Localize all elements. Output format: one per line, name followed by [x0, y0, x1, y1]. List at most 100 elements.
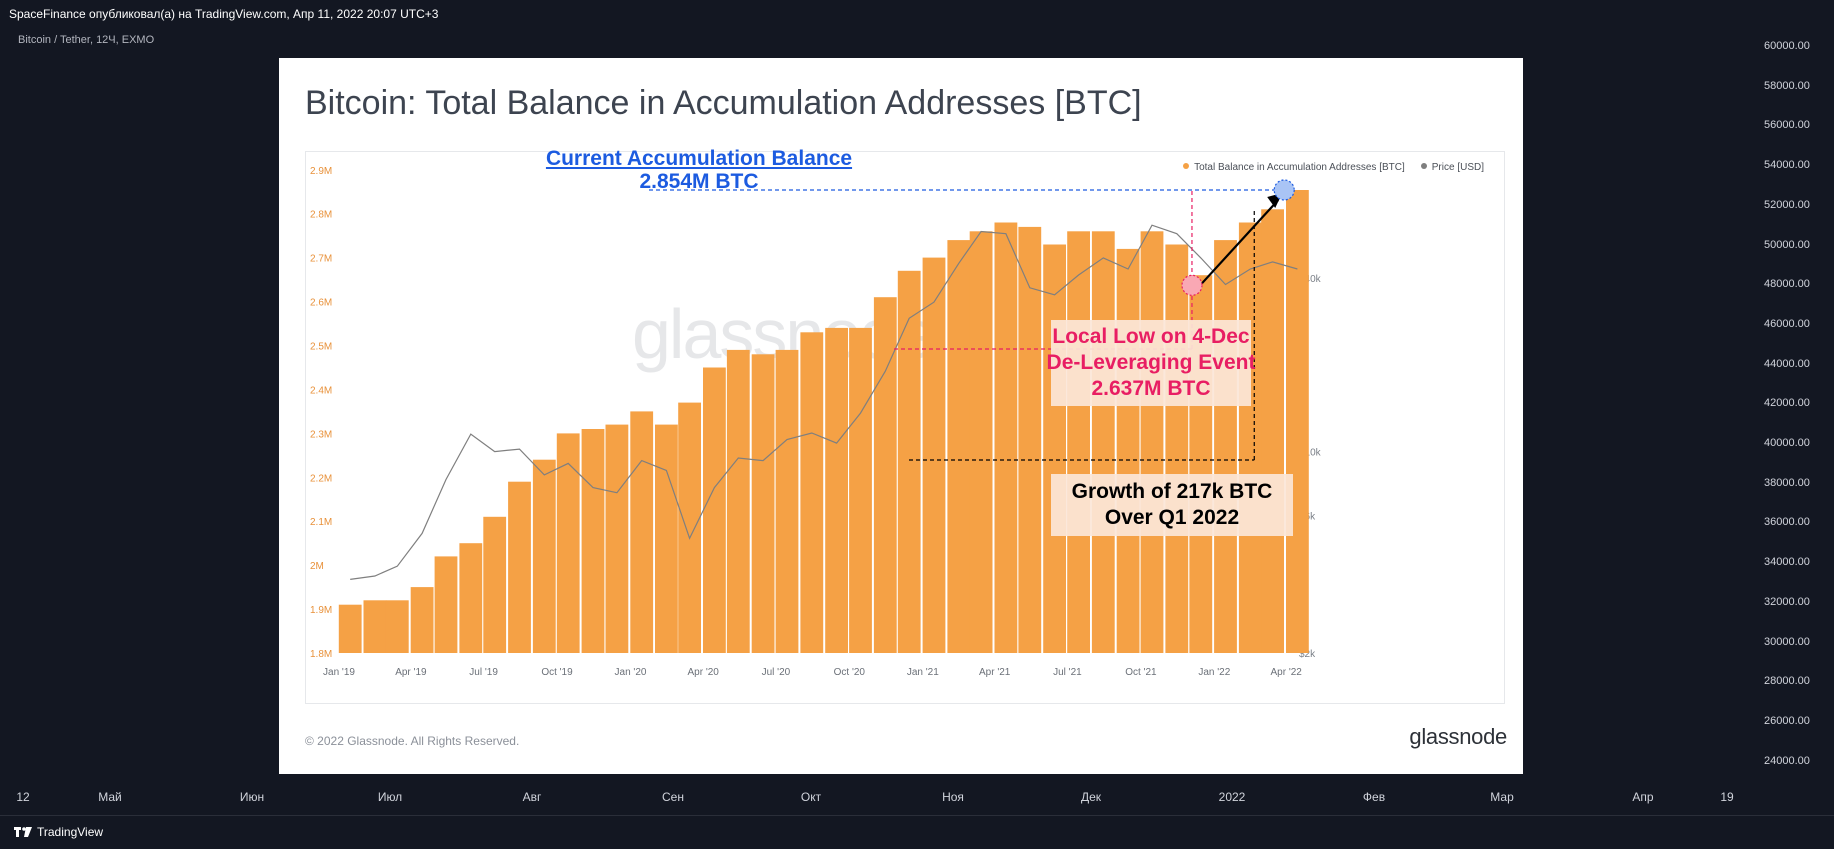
price-scale-label: 24000.00	[1764, 754, 1810, 767]
local-low-annotation: Local Low on 4-Dec De-Leveraging Event 2…	[1036, 324, 1266, 402]
time-scale-label: Ноя	[942, 790, 964, 804]
x-axis-tick-label: Jan '22	[1198, 667, 1230, 678]
bar	[726, 349, 750, 653]
price-scale-label: 52000.00	[1764, 198, 1810, 211]
bar	[655, 424, 678, 653]
bar	[1140, 231, 1164, 654]
x-axis-tick-label: Apr '21	[979, 667, 1011, 678]
bar	[775, 349, 799, 653]
bar	[1067, 231, 1090, 654]
low-line-1: Local Low on 4-Dec	[1052, 325, 1250, 348]
legend-item-balance: Total Balance in Accumulation Addresses …	[1183, 162, 1405, 173]
bar	[338, 604, 362, 653]
time-scale-label: 2022	[1218, 790, 1246, 804]
bar	[1261, 209, 1284, 654]
bar	[1214, 240, 1237, 653]
current-balance-title: Current Accumulation Balance	[545, 147, 853, 170]
symbol-label: Bitcoin / Tether, 12Ч, EXMO	[18, 34, 155, 46]
low-line-3: 2.637M BTC	[1091, 377, 1211, 400]
bar	[1116, 248, 1140, 653]
price-scale-label: 38000.00	[1764, 476, 1810, 489]
growth-arrow	[1201, 199, 1280, 285]
time-scale-label: Июл	[377, 790, 403, 804]
legend-label-balance: Total Balance in Accumulation Addresses …	[1194, 162, 1405, 173]
x-axis-tick-label: Oct '21	[1125, 667, 1157, 678]
x-axis-tick-label: Jul '19	[469, 667, 498, 678]
bar	[922, 257, 946, 653]
legend-dot-balance	[1183, 163, 1190, 169]
price-scale-label: 32000.00	[1764, 595, 1810, 608]
x-axis-tick-label: Jan '20	[615, 667, 647, 678]
x-axis-tick-label: Apr '22	[1271, 667, 1303, 678]
bar	[1091, 231, 1115, 654]
x-axis-tick-label: Apr '19	[395, 667, 427, 678]
y-axis-tick-label: 2.6M	[310, 298, 332, 309]
bar	[969, 231, 993, 654]
price-scale-label: 30000.00	[1764, 635, 1810, 648]
y2-axis-tick-label: $10k	[1299, 448, 1322, 459]
local-low-marker	[1181, 274, 1203, 296]
y-axis-tick-label: 2.3M	[310, 429, 332, 440]
price-scale-label: 60000.00	[1764, 40, 1810, 52]
chart-legend: Total Balance in Accumulation Addresses …	[1183, 162, 1484, 173]
growth-line-2: Over Q1 2022	[1104, 506, 1240, 529]
bar	[994, 222, 1018, 653]
bar	[947, 240, 971, 653]
price-scale-label: 56000.00	[1764, 119, 1810, 132]
x-axis-tick-label: Jan '19	[323, 667, 355, 678]
bar	[1018, 226, 1042, 653]
y-axis-tick-label: 1.8M	[310, 649, 332, 660]
bottom-bar	[0, 815, 1834, 849]
price-scale-label: 46000.00	[1764, 317, 1810, 330]
current-balance-annotation: Current Accumulation Balance 2.854M BTC	[499, 147, 899, 193]
x-axis-tick-label: Oct '20	[834, 667, 866, 678]
bar	[751, 354, 775, 653]
tradingview-logo[interactable]: TradingView	[14, 825, 103, 839]
bar	[1043, 244, 1066, 653]
growth-line-1: Growth of 217k BTC	[1071, 480, 1273, 503]
price-scale[interactable]: 60000.00 58000.00 56000.00 54000.00 52000.00…	[1760, 28, 1834, 815]
bar	[849, 327, 872, 653]
current-balance-marker	[1273, 179, 1295, 201]
price-scale-label: 42000.00	[1764, 397, 1810, 410]
bar	[556, 433, 580, 653]
y2-axis-tick-label: $2k	[1299, 649, 1316, 660]
x-axis-tick-label: Jul '20	[762, 667, 791, 678]
price-scale-label: 40000.00	[1764, 437, 1810, 449]
bar	[532, 459, 556, 653]
bar	[605, 424, 629, 653]
y-axis-tick-label: 2.2M	[310, 473, 332, 484]
bar	[508, 481, 531, 653]
y-axis-tick-label: 2.1M	[310, 517, 332, 528]
price-scale-label: 36000.00	[1764, 516, 1810, 529]
low-annotation-bg	[1051, 320, 1251, 406]
y-axis-tick-label: 2.5M	[310, 342, 332, 353]
y-axis-tick-label: 2.9M	[310, 166, 332, 177]
bar	[363, 600, 387, 653]
time-scale-label: Апр	[1632, 790, 1654, 804]
x-axis-tick-label: Apr '20	[688, 667, 720, 678]
x-axis-tick-label: Oct '19	[541, 667, 573, 678]
price-scale-label: 54000.00	[1764, 159, 1810, 172]
card-title: Bitcoin: Total Balance in Accumulation A…	[305, 84, 1142, 122]
bar	[581, 429, 605, 653]
price-scale-label: 48000.00	[1764, 278, 1810, 291]
bar	[800, 332, 824, 653]
bar	[678, 402, 701, 653]
bar	[410, 587, 434, 653]
bar	[897, 270, 921, 653]
price-line	[350, 224, 1298, 580]
bar	[483, 516, 507, 653]
legend-label-price: Price [USD]	[1431, 162, 1484, 173]
x-axis-tick-label: Jan '21	[907, 667, 939, 678]
time-scale-label: 12	[16, 790, 30, 804]
price-scale-label: 44000.00	[1764, 357, 1810, 370]
chart-svg: 1.8M 1.9M 2M 2.1M 2.2M 2.3M 2.4M 2.5M 2.6M 2.7M 2.…	[310, 166, 1322, 678]
y2-axis-tick-label: $40k	[1299, 274, 1322, 285]
growth-annotation: Growth of 217k BTC Over Q1 2022	[1042, 479, 1302, 531]
price-scale-label: 26000.00	[1764, 714, 1810, 727]
bar	[1165, 244, 1189, 653]
bar	[1286, 190, 1309, 653]
glassnode-logo: glassnode	[1409, 724, 1507, 749]
tradingview-logo-icon	[14, 827, 32, 837]
